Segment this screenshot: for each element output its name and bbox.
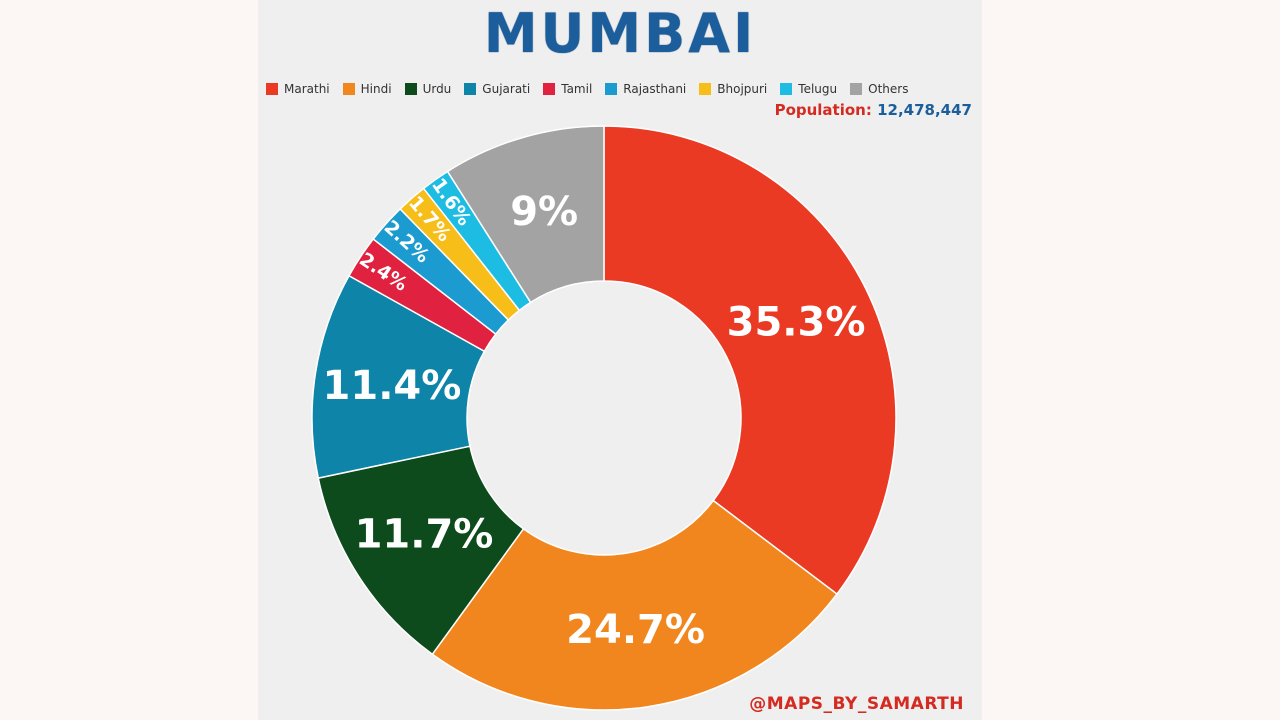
slice-value-label: 9% (510, 189, 578, 235)
legend-swatch (605, 83, 618, 95)
legend-swatch (404, 83, 417, 95)
slice-value-label: 24.7% (566, 607, 705, 653)
infographic-panel: MUMBAI Marathi Hindi Urdu Gujarati Tamil Raja… (258, 0, 982, 720)
legend-label: Bhojpuri (717, 82, 768, 96)
legend-item: Others (850, 82, 908, 96)
legend-label: Rajasthani (623, 82, 687, 96)
legend-label: Urdu (422, 82, 452, 96)
donut-slice-urdu (317, 445, 525, 656)
population-label: Population: (774, 101, 872, 119)
legend-item: Rajasthani (605, 82, 686, 96)
legend-item: Telugu (780, 82, 837, 96)
slice-value-label: 35.3% (727, 299, 866, 345)
slice-value-label: 11.7% (355, 512, 494, 558)
donut-slice-marathi (603, 125, 897, 596)
legend-item: Urdu (404, 82, 452, 96)
legend-label: Marathi (284, 82, 330, 96)
legend-swatch (464, 83, 477, 95)
donut-chart: 35.3%24.7%11.7%11.4%2.4%2.2%1.7%1.6% 9% (311, 125, 897, 711)
donut-slice-others (446, 125, 605, 304)
legend-label: Hindi (360, 82, 392, 96)
legend-swatch (699, 83, 712, 95)
legend-swatch (266, 83, 278, 95)
legend-item: Tamil (543, 82, 592, 96)
legend-swatch (850, 83, 863, 95)
legend-item: Bhojpuri (699, 82, 767, 96)
legend-item: Marathi (266, 82, 330, 96)
legend-label: Gujarati (482, 82, 531, 96)
donut-slice-hindi (431, 499, 839, 711)
population-value: 12,478,447 (877, 101, 972, 119)
legend-label: Tamil (561, 82, 593, 96)
legend-swatch (543, 83, 556, 95)
legend-swatch (780, 83, 793, 95)
legend: Marathi Hindi Urdu Gujarati Tamil Rajasthani B… (266, 80, 982, 98)
legend-label: Telugu (798, 82, 838, 96)
legend-item: Hindi (342, 82, 392, 96)
chart-title: MUMBAI (483, 2, 757, 65)
legend-label: Others (868, 82, 909, 96)
population-readout: Population: 12,478,447 (775, 101, 972, 119)
legend-item: Gujarati (464, 82, 530, 96)
author-credit: @MAPS_BY_SAMARTH (749, 694, 964, 714)
slice-value-label: 11.4% (323, 363, 462, 409)
legend-swatch (342, 83, 355, 95)
